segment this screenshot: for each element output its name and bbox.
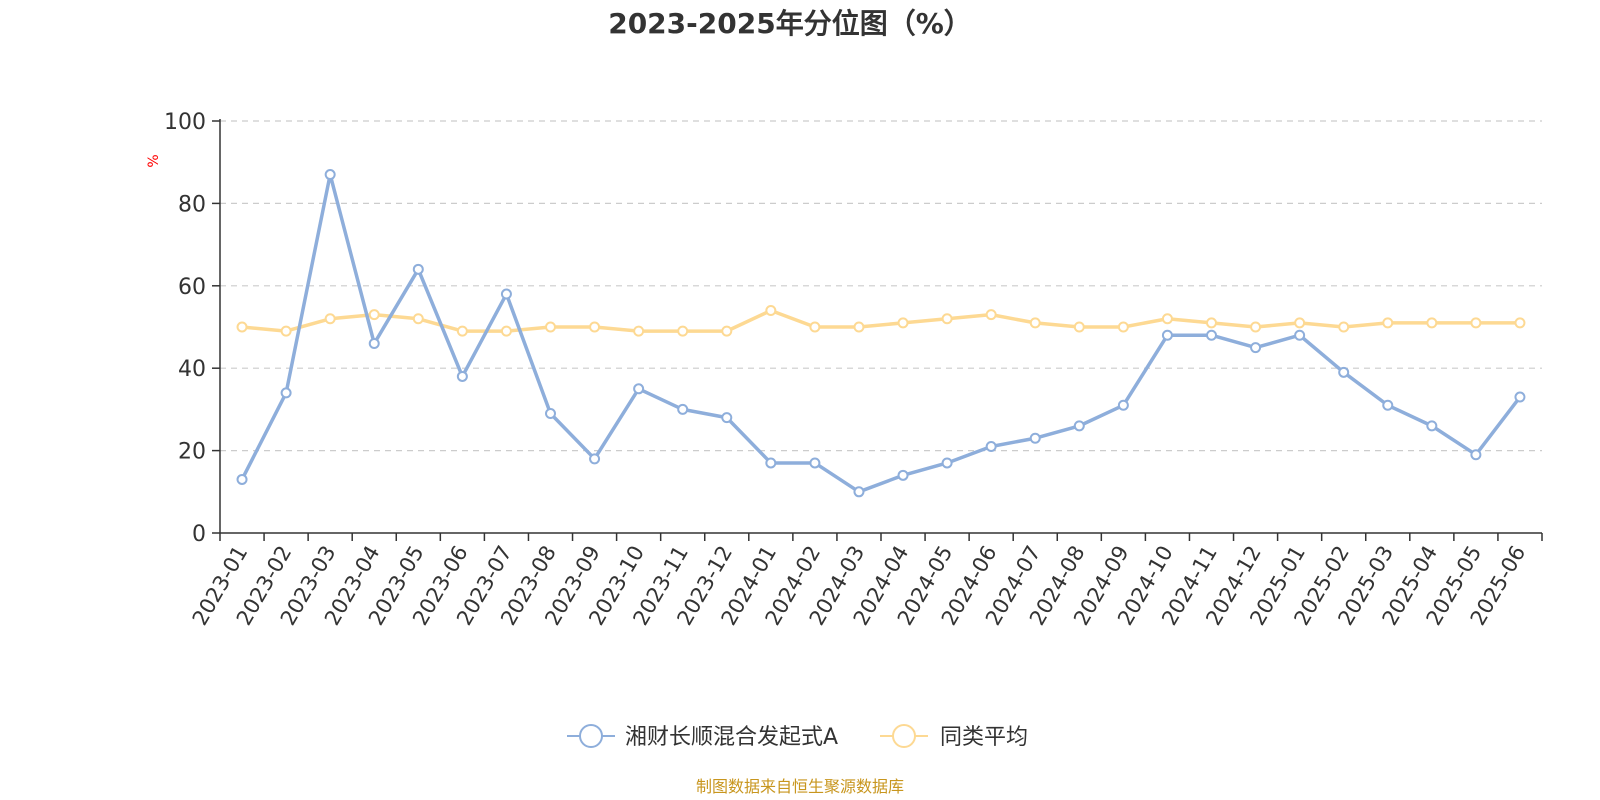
data-point bbox=[765, 457, 777, 469]
data-point bbox=[1470, 449, 1482, 461]
data-point bbox=[1250, 321, 1262, 333]
data-point bbox=[1161, 313, 1173, 325]
data-point bbox=[941, 313, 953, 325]
data-point bbox=[765, 305, 777, 317]
data-point bbox=[1029, 317, 1041, 329]
data-point bbox=[809, 321, 821, 333]
data-point bbox=[412, 313, 424, 325]
axes: 0204060801002023-012023-022023-032023-04… bbox=[164, 110, 1543, 629]
chart-title: 2023-2025年分位图（%） bbox=[608, 7, 972, 40]
data-point bbox=[500, 325, 512, 337]
data-point bbox=[897, 317, 909, 329]
data-point bbox=[324, 169, 336, 181]
grid-lines bbox=[220, 120, 1542, 452]
data-point bbox=[985, 440, 997, 452]
data-point bbox=[368, 337, 380, 349]
data-point bbox=[721, 412, 733, 424]
data-point bbox=[589, 453, 601, 465]
data-point bbox=[236, 473, 248, 485]
data-point bbox=[1250, 342, 1262, 354]
y-tick-label: 100 bbox=[164, 110, 206, 135]
data-point bbox=[500, 288, 512, 300]
series-line-0 bbox=[240, 172, 1522, 494]
series-line-1 bbox=[241, 308, 1520, 333]
data-source-note: 制图数据来自恒生聚源数据库 bbox=[696, 777, 904, 796]
data-point bbox=[633, 383, 645, 395]
legend-label: 湘财长顺混合发起式A bbox=[625, 725, 838, 750]
y-axis-unit-label: % bbox=[146, 154, 162, 167]
data-point bbox=[1338, 366, 1350, 378]
data-point bbox=[456, 370, 468, 382]
legend-label: 同类平均 bbox=[940, 725, 1028, 750]
data-point bbox=[1117, 321, 1129, 333]
data-point bbox=[897, 469, 909, 481]
data-point bbox=[1206, 329, 1217, 341]
data-point bbox=[1029, 432, 1041, 444]
data-point bbox=[280, 325, 292, 337]
data-point bbox=[324, 313, 336, 325]
data-point bbox=[1382, 399, 1394, 411]
data-point bbox=[412, 263, 424, 275]
y-tick-label: 80 bbox=[178, 192, 206, 217]
y-tick-label: 60 bbox=[178, 275, 206, 300]
data-point bbox=[456, 325, 468, 337]
data-point bbox=[589, 321, 601, 333]
data-point bbox=[1426, 420, 1438, 432]
data-point bbox=[1073, 321, 1085, 333]
data-point bbox=[1117, 399, 1129, 411]
legend[interactable]: 湘财长顺混合发起式A 同类平均 bbox=[567, 724, 1028, 750]
y-tick-label: 0 bbox=[192, 522, 206, 547]
data-point bbox=[545, 321, 556, 333]
data-point bbox=[633, 325, 645, 337]
data-point bbox=[1514, 391, 1526, 403]
data-point bbox=[1161, 329, 1173, 341]
data-point bbox=[677, 325, 689, 337]
data-point bbox=[545, 408, 556, 420]
y-tick-label: 40 bbox=[178, 357, 206, 382]
data-point bbox=[1382, 317, 1394, 329]
data-point bbox=[1514, 317, 1526, 329]
data-point bbox=[853, 486, 865, 498]
data-point bbox=[1294, 329, 1306, 341]
data-point bbox=[1294, 317, 1306, 329]
data-point bbox=[1426, 317, 1438, 329]
series-lines bbox=[236, 169, 1526, 498]
legend-item-series-0[interactable]: 湘财长顺混合发起式A bbox=[567, 724, 838, 750]
data-point bbox=[985, 309, 997, 321]
data-point bbox=[1338, 321, 1350, 333]
data-point bbox=[721, 325, 733, 337]
data-point bbox=[1206, 317, 1217, 329]
legend-item-series-1[interactable]: 同类平均 bbox=[880, 724, 1028, 750]
data-point bbox=[809, 457, 821, 469]
data-point bbox=[677, 403, 689, 415]
data-point bbox=[853, 321, 865, 333]
data-point bbox=[368, 309, 380, 321]
legend-circle-icon bbox=[579, 724, 603, 748]
y-tick-label: 20 bbox=[178, 440, 206, 465]
data-point bbox=[280, 387, 292, 399]
data-point bbox=[236, 321, 248, 333]
data-point bbox=[1470, 317, 1482, 329]
data-point bbox=[941, 457, 953, 469]
data-point bbox=[1073, 420, 1085, 432]
legend-circle-icon bbox=[892, 724, 916, 748]
